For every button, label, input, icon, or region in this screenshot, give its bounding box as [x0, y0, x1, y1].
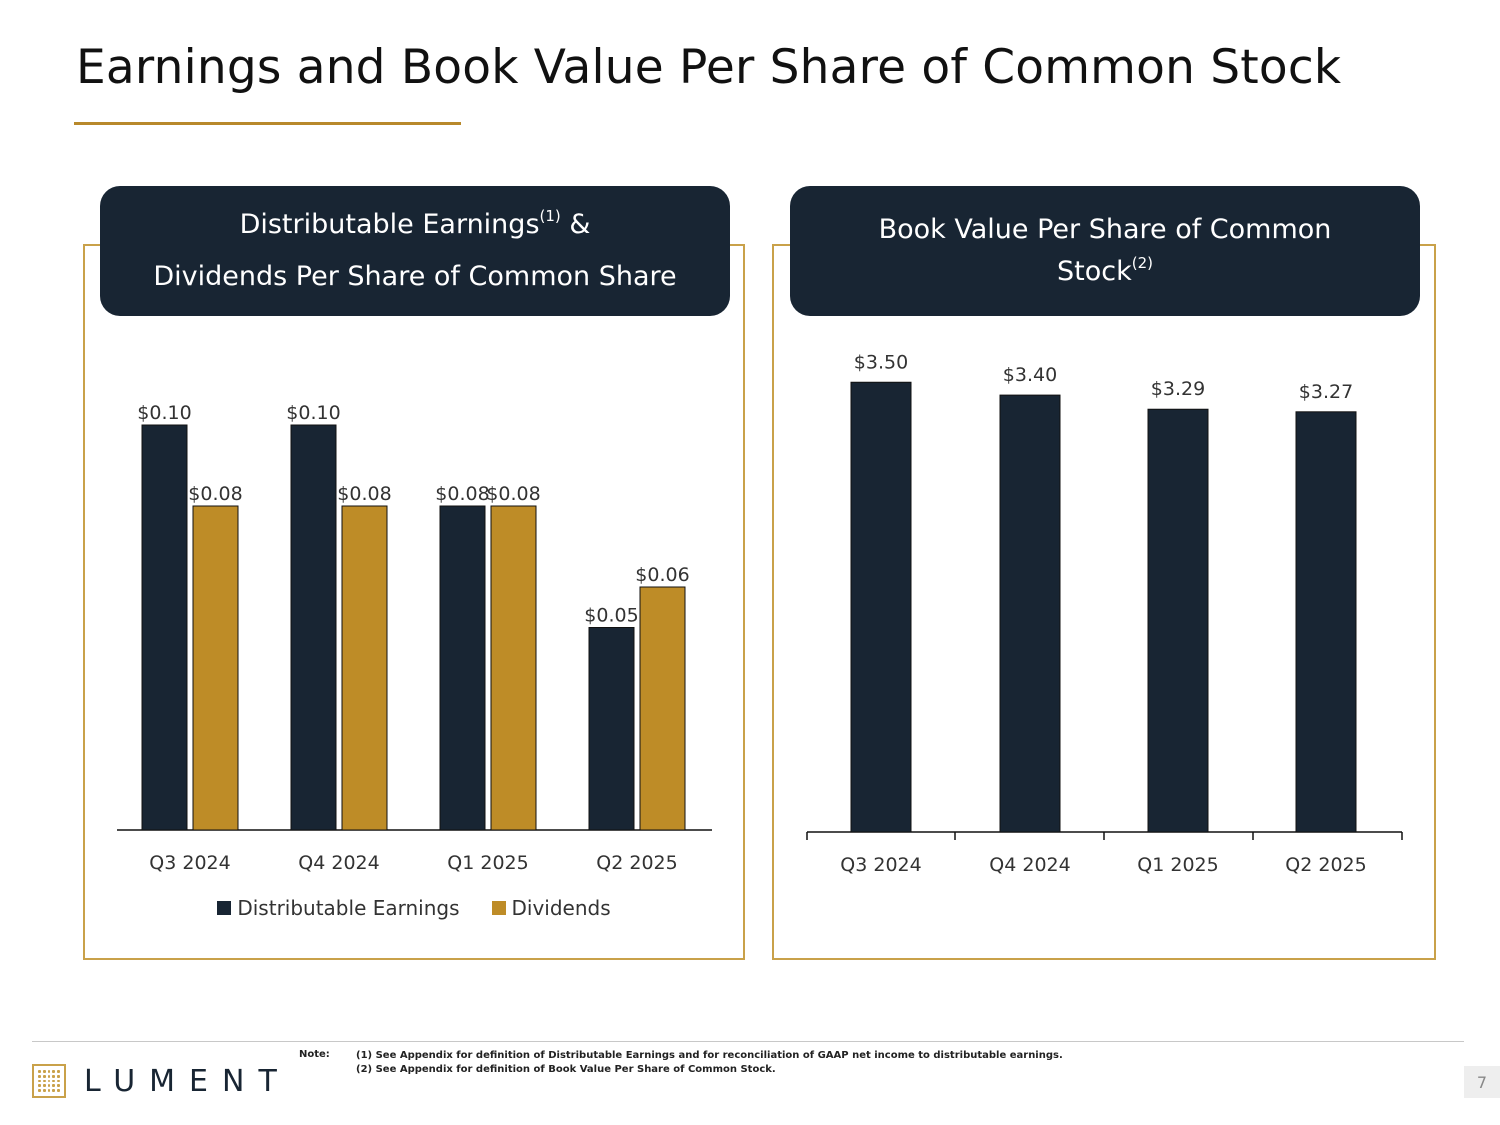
chart-legend: Distributable Earnings Dividends [84, 896, 744, 920]
data-label: $0.06 [635, 564, 689, 586]
bar-earnings [588, 627, 635, 831]
footnotes: (1) See Appendix for definition of Distr… [356, 1049, 1063, 1077]
bar-dividends [639, 586, 686, 831]
bar-earnings [439, 505, 486, 831]
right-header-line2: Stock(2) [1057, 254, 1153, 288]
x-tick-label: Q1 2025 [447, 852, 528, 874]
footnote-1: (1) See Appendix for definition of Distr… [356, 1050, 1063, 1061]
notes-label: Note: [299, 1049, 330, 1060]
bar-earnings [141, 424, 188, 831]
x-tick-label: Q4 2024 [298, 852, 379, 874]
x-tick-label: Q1 2025 [1137, 854, 1218, 876]
legend-item-distributable-earnings: Distributable Earnings [217, 896, 460, 920]
bar-book-value [1147, 408, 1209, 833]
data-label: $3.29 [1151, 378, 1205, 400]
logo-wordmark: LUMENT [84, 1064, 291, 1099]
data-label: $0.08 [337, 483, 391, 505]
page-number: 7 [1464, 1066, 1500, 1098]
bar-earnings [290, 424, 337, 831]
data-label: $0.10 [137, 402, 191, 424]
x-tick-label: Q4 2024 [989, 854, 1070, 876]
footer-divider [32, 1041, 1464, 1042]
bar-book-value [999, 394, 1061, 833]
x-tick-label: Q2 2025 [1285, 854, 1366, 876]
data-label: $3.27 [1299, 381, 1353, 403]
data-label: $0.05 [584, 605, 638, 627]
footnote-2: (2) See Appendix for definition of Book … [356, 1064, 776, 1075]
data-label: $0.08 [486, 483, 540, 505]
bar-book-value [850, 381, 912, 833]
data-label: $3.50 [854, 351, 908, 373]
bar-dividends [192, 505, 239, 831]
legend-swatch-dividends [491, 901, 506, 915]
legend-label-earnings: Distributable Earnings [237, 896, 460, 920]
x-tick-label: Q3 2024 [149, 852, 230, 874]
right-panel-header: Book Value Per Share of Common Stock(2) [790, 186, 1420, 316]
left-header-line2: Dividends Per Share of Common Share [153, 261, 677, 292]
title-underline [74, 122, 461, 125]
legend-label-dividends: Dividends [511, 896, 611, 920]
page-title: Earnings and Book Value Per Share of Com… [76, 40, 1342, 95]
left-header-line1: Distributable Earnings(1) & [239, 207, 591, 241]
bar-book-value [1295, 411, 1357, 833]
lument-logo-icon [32, 1064, 66, 1098]
data-label: $3.40 [1003, 364, 1057, 386]
legend-item-dividends: Dividends [491, 896, 611, 920]
x-tick-label: Q2 2025 [596, 852, 677, 874]
bar-dividends [341, 505, 388, 831]
legend-swatch-earnings [217, 901, 232, 915]
book-value-chart: $3.50 Q3 2024 $3.40 Q4 2024 $3.29 Q1 2025 $3.2… [806, 351, 1403, 876]
x-tick-label: Q3 2024 [840, 854, 921, 876]
left-panel-header: Distributable Earnings(1) & Dividends Pe… [100, 186, 730, 316]
data-label: $0.10 [286, 402, 340, 424]
data-label: $0.08 [188, 483, 242, 505]
bar-dividends [490, 505, 537, 831]
right-header-line1: Book Value Per Share of Common [878, 214, 1332, 246]
data-label: $0.08 [435, 483, 489, 505]
